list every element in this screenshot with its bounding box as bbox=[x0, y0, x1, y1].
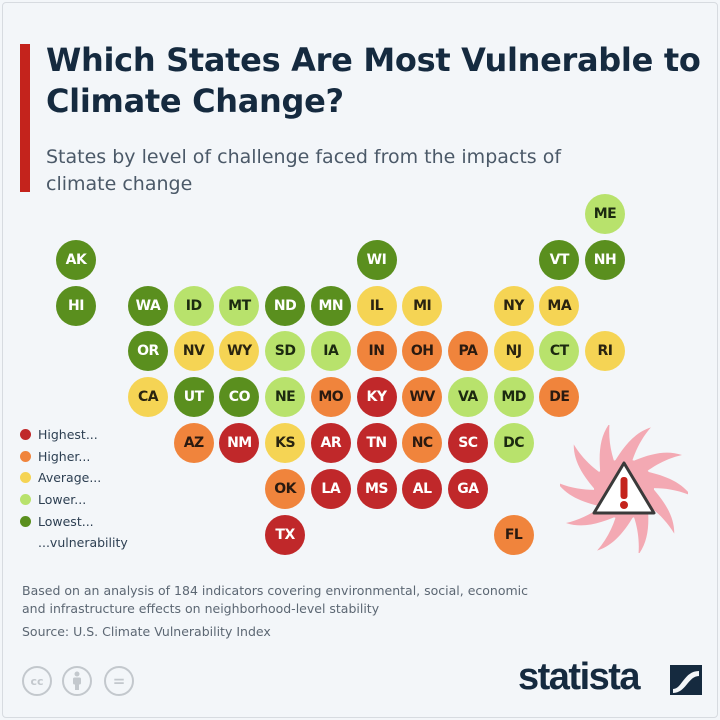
methodology-note: Based on an analysis of 184 indicators c… bbox=[22, 583, 529, 616]
state-tile-ri: RI bbox=[585, 331, 625, 372]
state-tile-va: VA bbox=[447, 377, 488, 418]
state-tile-mt: MT bbox=[219, 285, 260, 326]
legend-dot bbox=[20, 472, 31, 484]
no-derivatives-icon[interactable]: = bbox=[104, 666, 134, 696]
state-tile-ma: MA bbox=[539, 285, 580, 326]
state-tile-ny: NY bbox=[493, 285, 534, 326]
state-tile-tx: TX bbox=[265, 514, 306, 555]
state-tile-sd: SD bbox=[265, 331, 306, 372]
state-tile-ne: NE bbox=[265, 377, 306, 418]
legend: Highest... Higher... Average... Lower...… bbox=[20, 424, 128, 554]
hurricane-arm bbox=[638, 469, 688, 496]
state-tile-vt: VT bbox=[539, 239, 580, 280]
state-tile-tn: TN bbox=[356, 423, 397, 463]
statista-logo[interactable]: statista bbox=[518, 656, 641, 698]
state-tile-hi: HI bbox=[56, 285, 96, 326]
state-tile-il: IL bbox=[356, 285, 397, 326]
state-tile-ct: CT bbox=[539, 331, 580, 372]
legend-label: Higher... bbox=[38, 448, 91, 464]
title-accent-bar bbox=[20, 44, 30, 192]
page-title: Which States Are Most Vulnerable to Clim… bbox=[46, 41, 701, 120]
legend-item-average: Average... bbox=[20, 467, 128, 489]
legend-item-lowest: Lowest... bbox=[20, 510, 128, 532]
state-tile-sc: SC bbox=[447, 423, 488, 463]
state-tile-nh: NH bbox=[585, 239, 625, 280]
state-tile-fl: FL bbox=[493, 514, 534, 555]
hurricane-warning-icon bbox=[560, 425, 688, 553]
legend-label: Highest... bbox=[38, 427, 98, 443]
state-tile-wi: WI bbox=[356, 239, 397, 280]
attribution-icon[interactable] bbox=[62, 666, 92, 696]
statista-logo-mark-icon bbox=[670, 665, 702, 695]
state-tile-nj: NJ bbox=[493, 331, 534, 372]
state-tile-al: AL bbox=[402, 468, 443, 509]
state-tile-nc: NC bbox=[402, 423, 443, 463]
state-tile-mn: MN bbox=[310, 285, 351, 326]
state-tile-co: CO bbox=[219, 377, 260, 418]
state-tile-oh: OH bbox=[402, 331, 443, 372]
state-tile-ar: AR bbox=[310, 423, 351, 463]
state-tile-or: OR bbox=[128, 331, 168, 372]
legend-label: Lower... bbox=[38, 492, 87, 508]
state-tile-me: ME bbox=[585, 194, 625, 234]
state-tile-ks: KS bbox=[265, 423, 306, 463]
legend-dot bbox=[20, 515, 31, 527]
legend-label: Average... bbox=[38, 470, 102, 486]
state-tile-la: LA bbox=[310, 468, 351, 509]
state-tile-az: AZ bbox=[173, 423, 214, 463]
hurricane-arm bbox=[560, 482, 610, 509]
legend-item-highest: Highest... bbox=[20, 424, 128, 446]
state-tile-pa: PA bbox=[447, 331, 488, 372]
state-tile-id: ID bbox=[173, 285, 214, 326]
legend-suffix: ...vulnerability bbox=[38, 535, 128, 551]
state-tile-mo: MO bbox=[310, 377, 351, 418]
legend-dot bbox=[20, 429, 31, 441]
state-tile-wa: WA bbox=[128, 285, 168, 326]
state-tile-nv: NV bbox=[173, 331, 214, 372]
state-tile-mi: MI bbox=[402, 285, 443, 326]
state-tile-ut: UT bbox=[173, 377, 214, 418]
state-tile-nd: ND bbox=[265, 285, 306, 326]
state-tile-ak: AK bbox=[56, 239, 96, 280]
source-text: Source: U.S. Climate Vulnerability Index bbox=[22, 624, 271, 639]
legend-item-higher: Higher... bbox=[20, 446, 128, 468]
state-tile-ms: MS bbox=[356, 468, 397, 509]
state-tile-dc: DC bbox=[493, 423, 534, 463]
legend-label: Lowest... bbox=[38, 513, 94, 529]
state-tile-md: MD bbox=[493, 377, 534, 418]
state-tile-de: DE bbox=[539, 377, 580, 418]
state-tile-ky: KY bbox=[356, 377, 397, 418]
legend-dot bbox=[20, 450, 31, 462]
state-tile-ia: IA bbox=[310, 331, 351, 372]
cc-icon[interactable]: cc bbox=[22, 666, 52, 696]
state-tile-wy: WY bbox=[219, 331, 260, 372]
state-tile-ga: GA bbox=[447, 468, 488, 509]
page-subtitle: States by level of challenge faced from … bbox=[46, 146, 562, 195]
legend-item-lower: Lower... bbox=[20, 489, 128, 511]
legend-dot bbox=[20, 494, 31, 506]
state-tile-in: IN bbox=[356, 331, 397, 372]
state-tile-ok: OK bbox=[265, 468, 306, 509]
state-tile-nm: NM bbox=[219, 423, 260, 463]
state-tile-ca: CA bbox=[128, 377, 168, 418]
state-tile-wv: WV bbox=[402, 377, 443, 418]
